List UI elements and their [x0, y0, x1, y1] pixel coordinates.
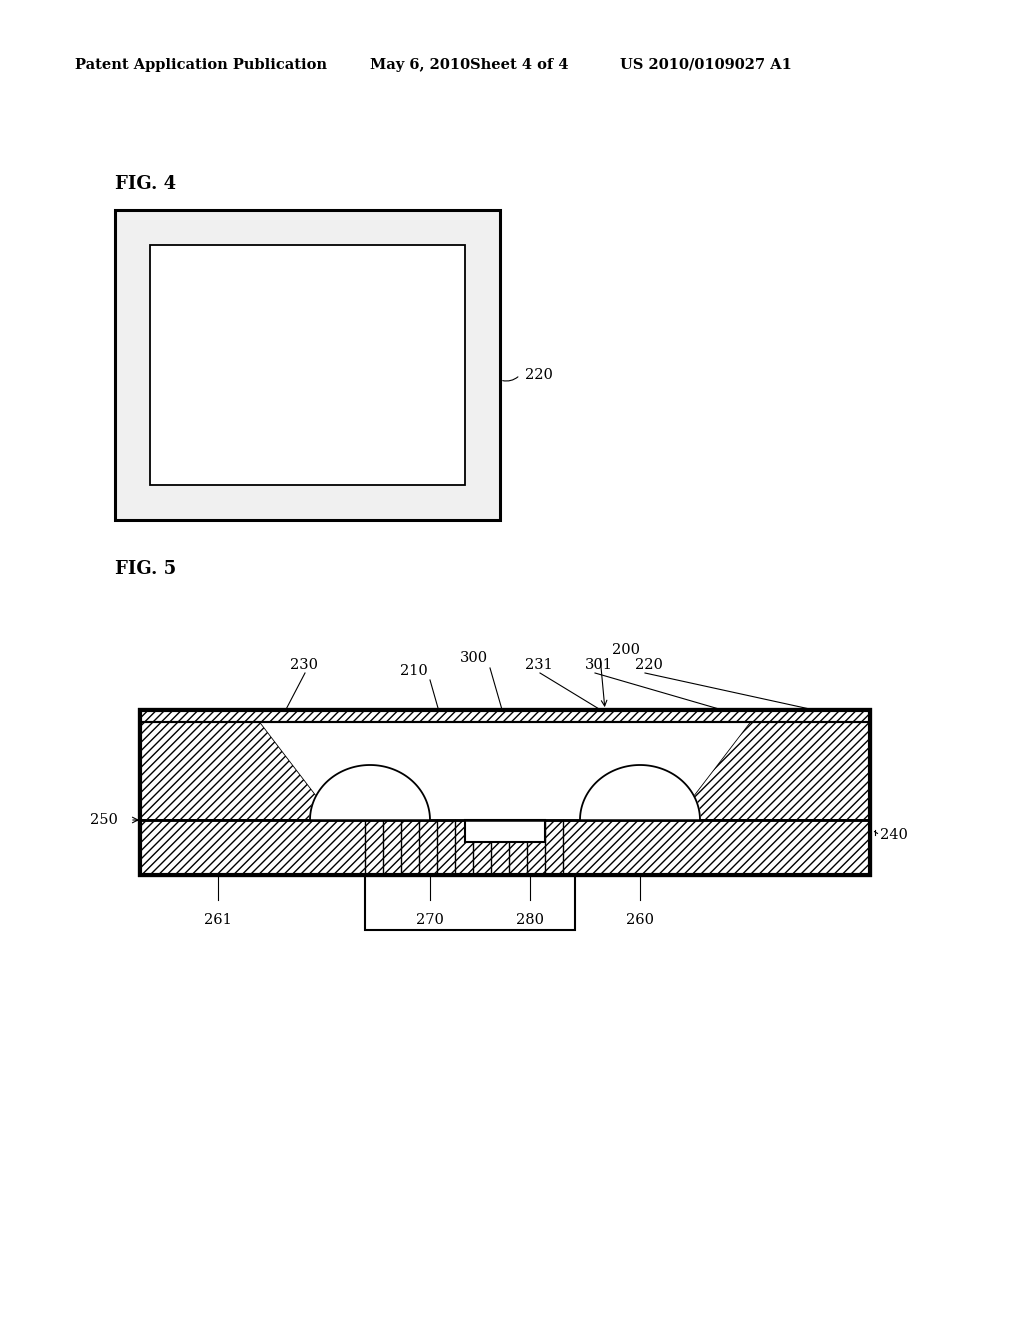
Text: 261: 261	[204, 913, 231, 927]
Text: 301: 301	[585, 657, 613, 672]
Polygon shape	[675, 722, 870, 820]
Polygon shape	[140, 710, 870, 722]
Bar	[140, 710, 870, 875]
Text: FIG. 4: FIG. 4	[115, 176, 176, 193]
Polygon shape	[310, 766, 430, 820]
Text: 240: 240	[880, 828, 908, 842]
Polygon shape	[580, 766, 700, 820]
Bar	[365, 875, 575, 931]
Text: 210: 210	[400, 664, 428, 678]
Text: 280: 280	[516, 913, 544, 927]
Bar	[140, 710, 870, 875]
Polygon shape	[260, 722, 750, 820]
Text: 250: 250	[90, 813, 118, 828]
Polygon shape	[140, 820, 870, 875]
Text: US 2010/0109027 A1: US 2010/0109027 A1	[620, 58, 792, 73]
Text: 300: 300	[460, 651, 488, 665]
Text: 231: 231	[525, 657, 553, 672]
Text: May 6, 2010: May 6, 2010	[370, 58, 470, 73]
Bar	[465, 820, 545, 842]
Polygon shape	[140, 722, 335, 820]
Text: Patent Application Publication: Patent Application Publication	[75, 58, 327, 73]
Text: Sheet 4 of 4: Sheet 4 of 4	[470, 58, 568, 73]
Text: 220: 220	[525, 368, 553, 381]
Text: 220: 220	[635, 657, 663, 672]
Text: 230: 230	[290, 657, 318, 672]
Text: FIG. 5: FIG. 5	[115, 560, 176, 578]
Bar	[115, 210, 500, 520]
Text: 260: 260	[626, 913, 654, 927]
Text: 200: 200	[612, 643, 640, 657]
Text: 270: 270	[416, 913, 444, 927]
Bar	[150, 246, 465, 484]
